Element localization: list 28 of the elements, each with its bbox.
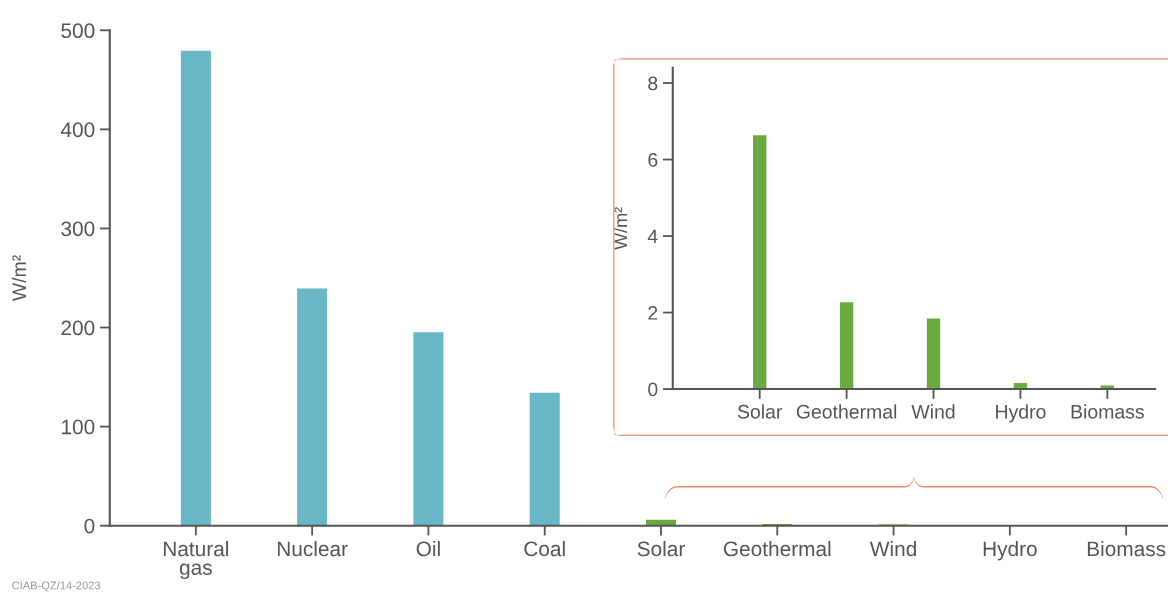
y-tick-label: 4 — [647, 229, 658, 244]
y-axis-title: W/m² — [11, 255, 27, 302]
x-tick-label: Hydro — [996, 404, 1046, 423]
x-tick-label: Biomass — [1071, 404, 1144, 419]
y-tick-label: 8 — [648, 76, 658, 91]
x-tick-label: Geothermal — [796, 404, 897, 419]
y-tick-label: 400 — [60, 122, 95, 138]
y-axis-title: W/m² — [613, 207, 628, 250]
y-tick-label: 0 — [84, 518, 95, 534]
x-tick-label: Oil — [416, 540, 440, 557]
text: CIAB-QZ/14-2023 — [12, 581, 101, 592]
y-tick-label: 200 — [61, 320, 95, 336]
x-tick-label: Wind — [869, 540, 916, 557]
y-tick-label: 2 — [648, 306, 658, 320]
x-tick-label: Wind — [911, 404, 955, 419]
x-tick-label: Natural gas — [163, 540, 229, 580]
x-tick-label: Coal — [524, 540, 565, 557]
x-tick-label: Hydro — [983, 540, 1037, 561]
x-tick-label: Nuclear — [277, 540, 348, 557]
y-tick-label: 6 — [648, 153, 658, 167]
y-tick-label: 0 — [648, 382, 658, 397]
x-tick-label: Biomass — [1087, 540, 1166, 557]
x-tick-label: Solar — [637, 540, 685, 557]
y-tick-label: 300 — [61, 221, 95, 237]
y-tick-label: 500 — [61, 23, 95, 39]
x-tick-label: Geothermal — [723, 540, 831, 557]
x-tick-label: Solar — [737, 404, 783, 419]
y-tick-label: 100 — [62, 419, 95, 435]
